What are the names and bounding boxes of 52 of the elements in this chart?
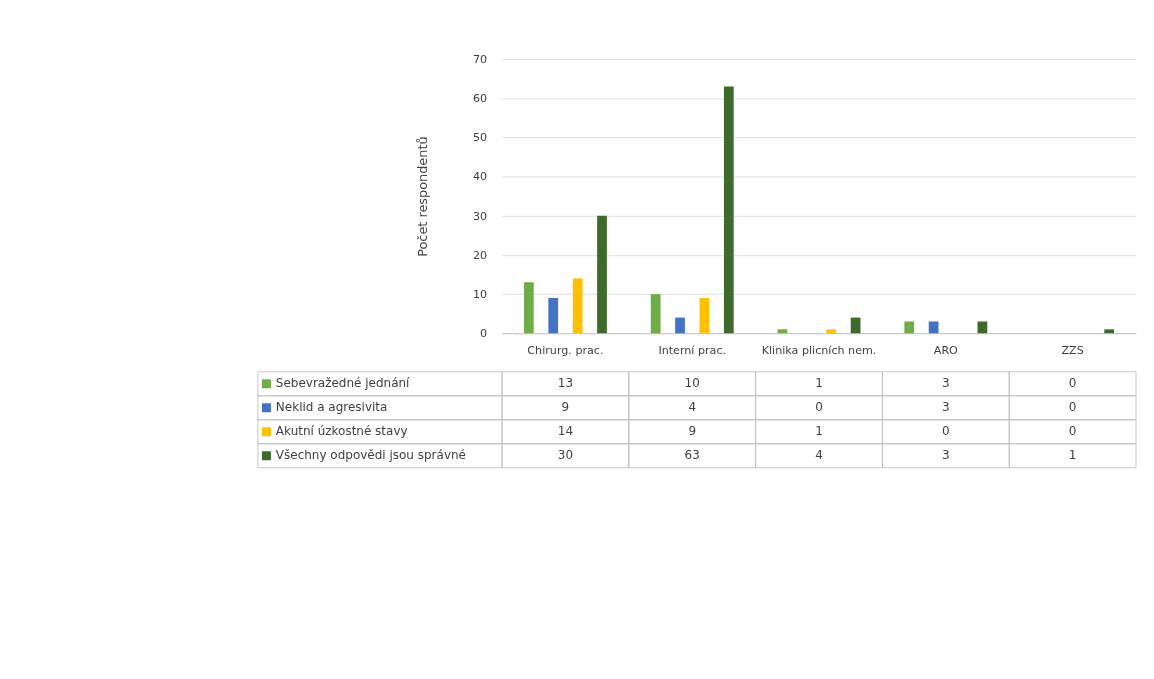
- data-label: 0: [1068, 424, 1077, 439]
- bar: [572, 278, 583, 334]
- bar: [650, 294, 661, 334]
- bar: [597, 215, 607, 334]
- bar: [548, 298, 559, 334]
- legend-label: Všechny odpovědi jsou správné: [275, 448, 466, 463]
- bar: [523, 282, 534, 334]
- bar: [977, 321, 988, 334]
- x-tick-label: ZZS: [1061, 344, 1084, 358]
- data-label: 1: [1068, 448, 1077, 463]
- data-label: 30: [557, 448, 574, 463]
- bar: [723, 86, 734, 334]
- data-label: 9: [561, 400, 570, 415]
- x-tick-label: Klinika plicních nem.: [761, 344, 877, 358]
- y-tick-label: 30: [472, 209, 488, 223]
- bar: [826, 329, 837, 334]
- data-label: 9: [688, 424, 697, 439]
- data-label: 10: [684, 376, 700, 391]
- legend-label: Sebevražedné jednání: [275, 376, 411, 391]
- bar: [1104, 329, 1115, 334]
- data-label: 0: [1068, 376, 1077, 391]
- y-tick-label: 10: [472, 287, 488, 301]
- data-label: 0: [815, 400, 823, 415]
- data-label: 4: [688, 400, 697, 415]
- bar: [904, 321, 915, 334]
- bar: [777, 329, 788, 334]
- y-axis-title: Počet respondentů: [415, 136, 431, 257]
- bar: [699, 298, 710, 334]
- x-tick-label: ARO: [933, 344, 959, 358]
- data-label: 3: [942, 376, 950, 391]
- x-tick-label: Interní prac.: [658, 344, 727, 358]
- data-label: 14: [557, 424, 574, 439]
- legend-label: Akutní úzkostné stavy: [275, 424, 408, 439]
- y-tick-label: 40: [472, 170, 488, 184]
- data-label: 3: [942, 400, 950, 415]
- data-label: 13: [557, 376, 574, 391]
- y-tick-label: 60: [472, 92, 488, 106]
- data-label: 4: [815, 448, 823, 463]
- y-tick-label: 50: [472, 131, 488, 145]
- bar: [928, 321, 939, 334]
- data-label: 63: [684, 448, 700, 463]
- bar: [675, 317, 685, 334]
- data-label: 0: [942, 424, 950, 439]
- data-label: 3: [942, 448, 950, 463]
- y-tick-label: 20: [472, 248, 488, 262]
- data-label: 0: [1068, 400, 1077, 415]
- data-label: 1: [815, 376, 823, 391]
- data-label: 1: [815, 424, 823, 439]
- y-tick-label: 70: [472, 52, 488, 66]
- legend-label: Neklid a agresivita: [275, 400, 388, 415]
- y-tick-label: 0: [479, 327, 488, 341]
- x-tick-label: Chirurg. prac.: [527, 344, 604, 358]
